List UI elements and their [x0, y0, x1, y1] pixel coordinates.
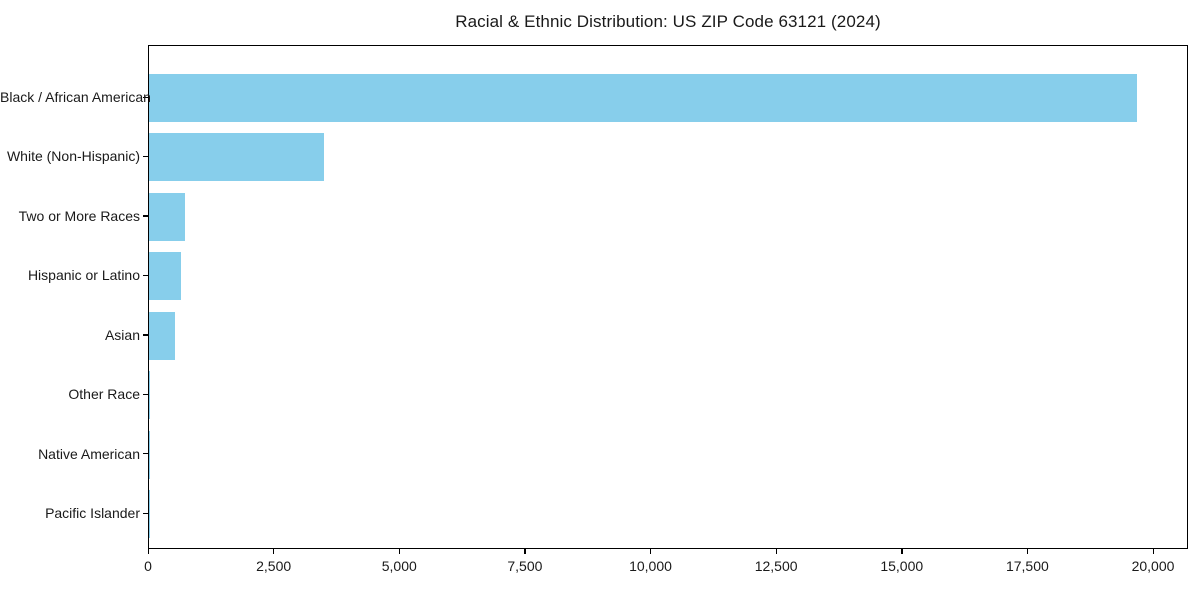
x-tick-mark [147, 549, 149, 554]
y-tick-label-black-african-american: Black / African American [0, 89, 151, 105]
x-tick-mark [1026, 549, 1029, 554]
y-tick-label-two-or-more-races: Two or More Races [18, 207, 140, 224]
y-tick-mark [143, 334, 148, 336]
y-tick-label-other-race: Other Race [68, 386, 140, 403]
plot-area [148, 45, 1188, 549]
chart-title: Racial & Ethnic Distribution: US ZIP Cod… [455, 12, 881, 31]
x-tick-mark [1152, 549, 1154, 554]
x-tick-label-7-500: 7,500 [507, 558, 543, 574]
bar-hispanic-or-latino [149, 252, 182, 301]
y-tick-mark [143, 155, 148, 158]
x-tick-label-5-000: 5,000 [381, 558, 417, 574]
x-tick-label-2-500: 2,500 [256, 558, 292, 574]
x-tick-mark [398, 549, 401, 554]
y-tick-mark [143, 274, 148, 277]
y-tick-label-pacific-islander: Pacific Islander [45, 505, 140, 521]
bar-other-race [149, 371, 150, 420]
bar-asian [149, 311, 176, 360]
y-tick-mark [143, 453, 148, 455]
y-tick-mark [143, 215, 148, 217]
x-tick-label-17-500: 17,500 [1005, 558, 1049, 574]
x-tick-label-10-000: 10,000 [629, 558, 672, 574]
x-tick-mark [273, 549, 275, 554]
x-tick-label-20-000: 20,000 [1131, 558, 1175, 574]
x-tick-mark [650, 549, 652, 554]
y-tick-mark [143, 512, 148, 514]
bar-black-african-american [149, 74, 1138, 122]
x-tick-label-15-000: 15,000 [880, 558, 924, 574]
y-tick-label-asian: Asian [104, 326, 140, 343]
y-tick-mark [143, 393, 148, 395]
x-tick-label-12-500: 12,500 [754, 558, 798, 574]
bar-two-or-more-races [149, 192, 186, 241]
x-tick-mark [775, 549, 777, 554]
y-tick-label-native-american: Native American [38, 445, 140, 462]
bar-native-american [149, 430, 150, 479]
y-tick-label-hispanic-or-latino: Hispanic or Latino [27, 267, 140, 284]
y-tick-mark [143, 96, 148, 98]
bar-white-non-hispanic [149, 133, 324, 182]
x-tick-label-0: 0 [144, 558, 152, 574]
x-tick-mark [901, 549, 903, 554]
x-tick-mark [524, 549, 526, 554]
y-tick-label-white-non-hispanic: White (Non-Hispanic) [6, 148, 140, 165]
